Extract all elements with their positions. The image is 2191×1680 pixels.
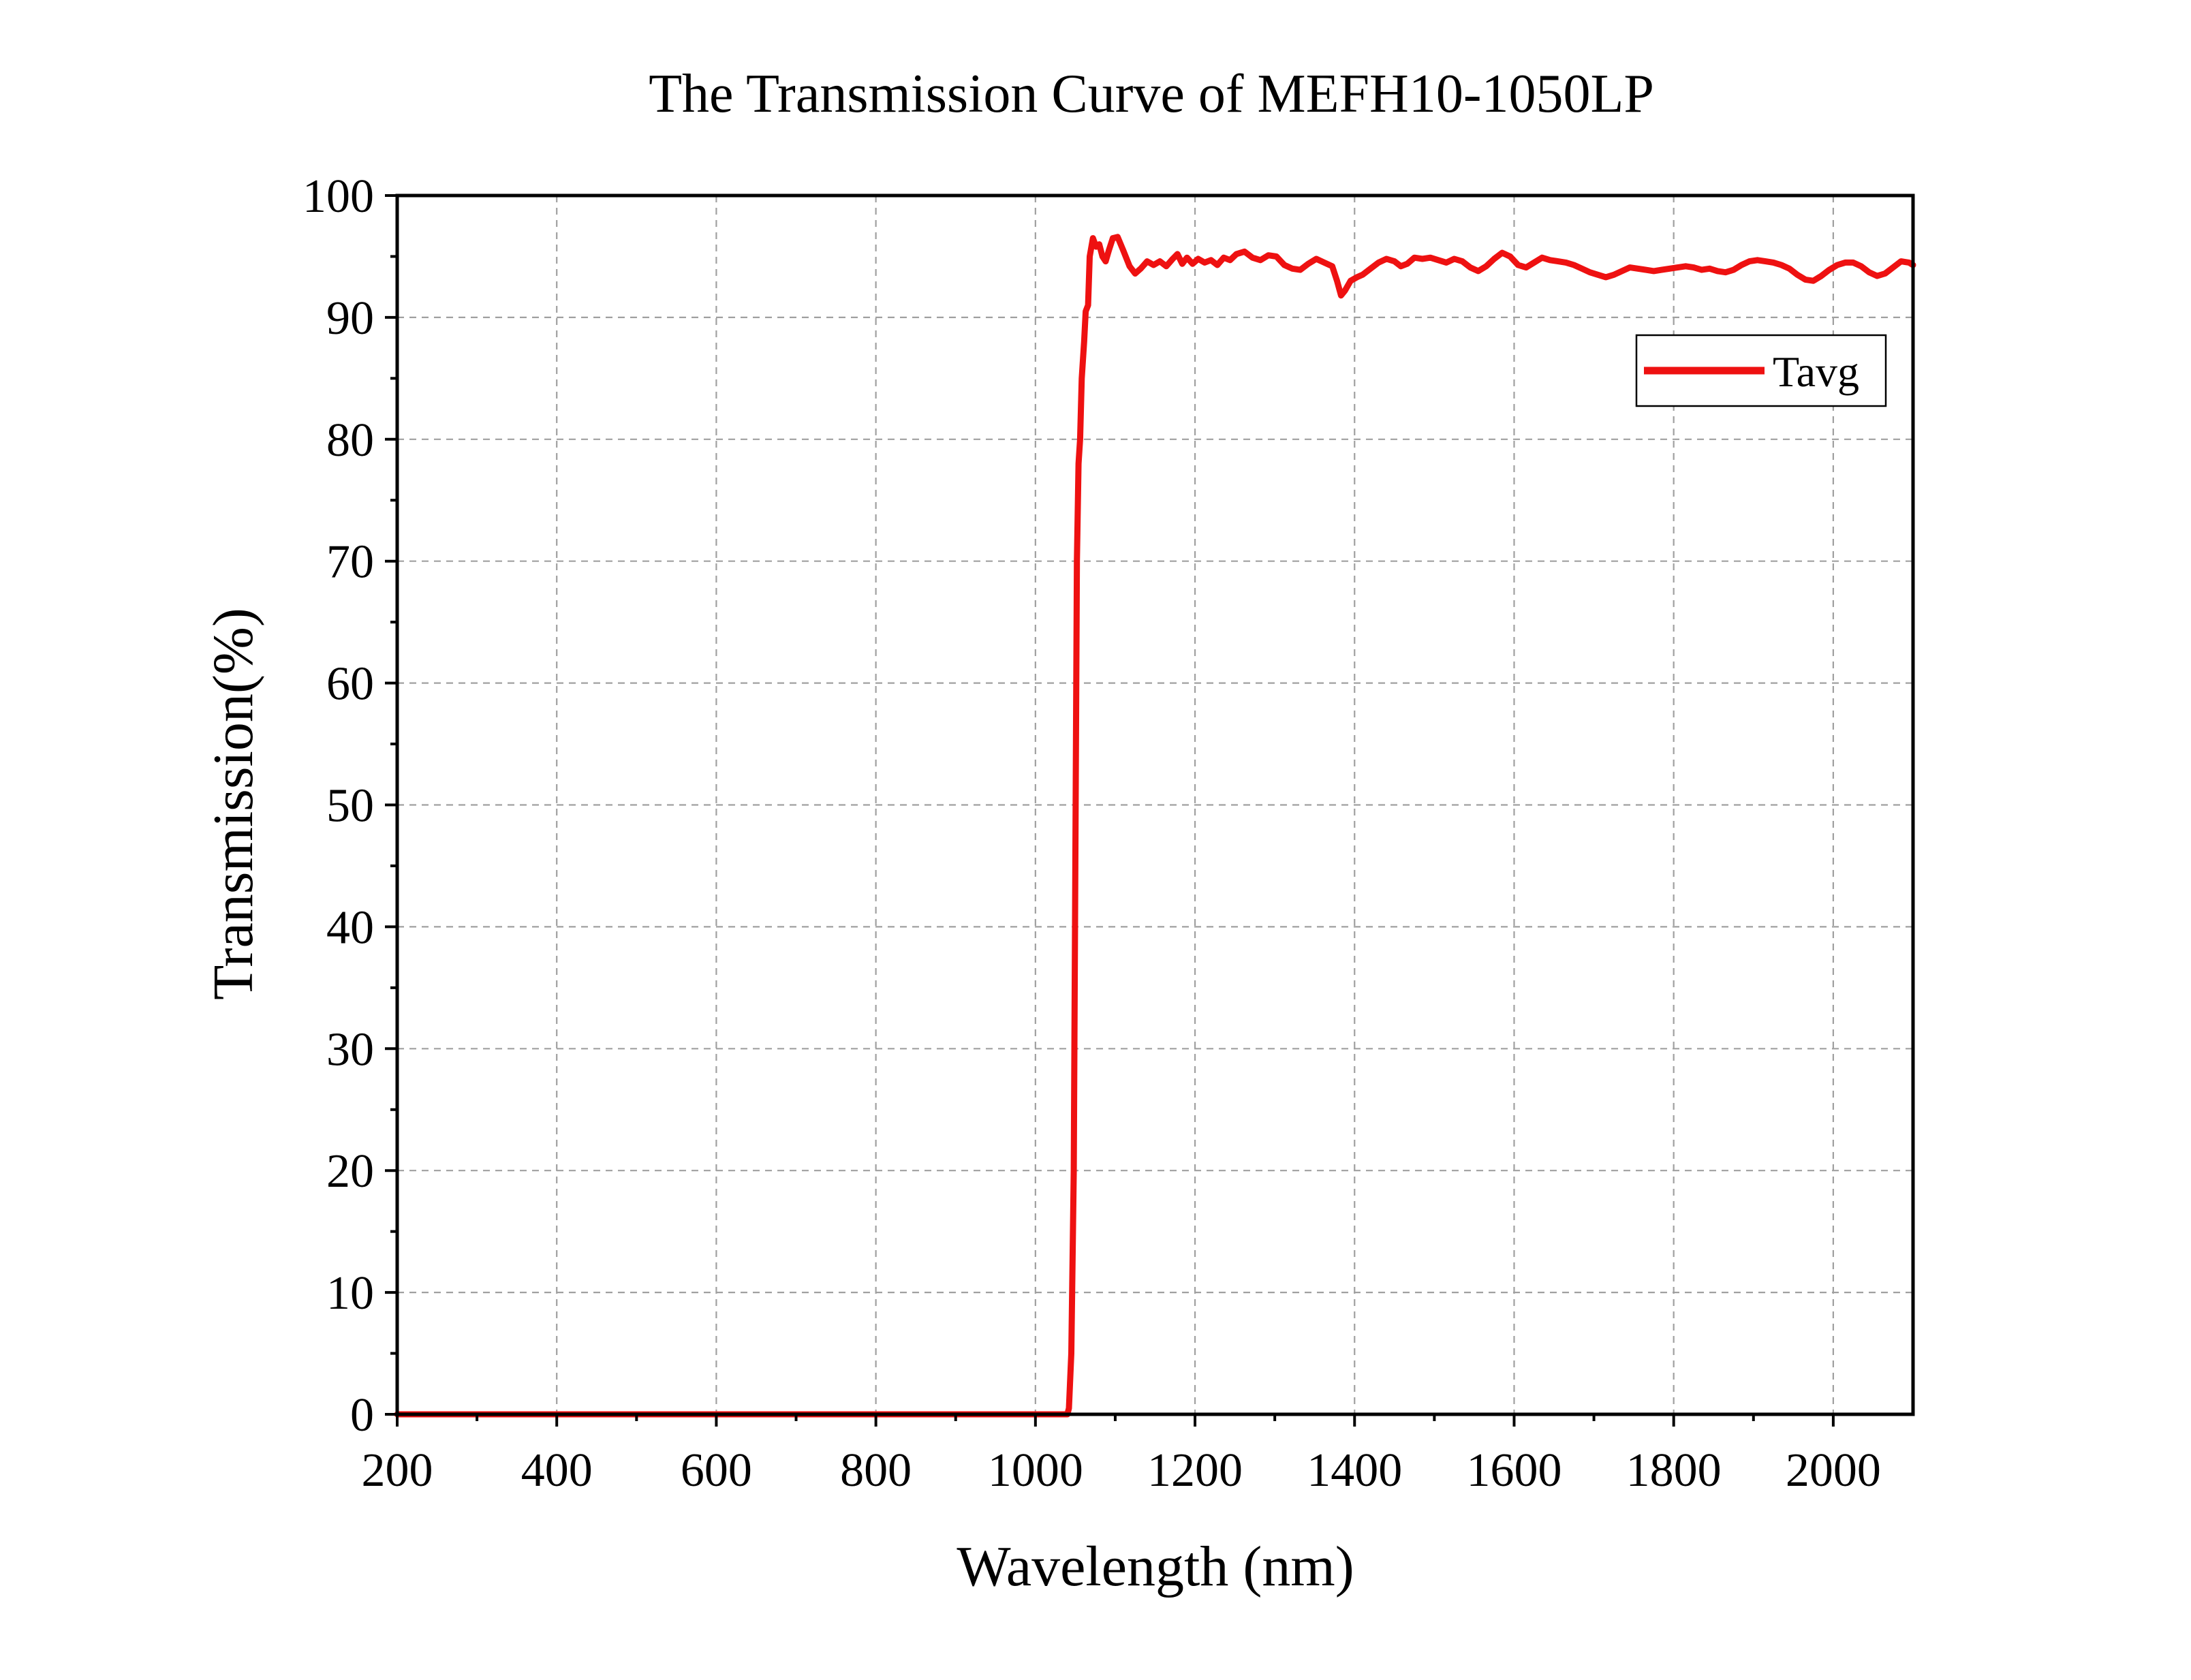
y-tick-label-30: 30	[326, 1023, 374, 1076]
x-tick-label-1200: 1200	[1147, 1444, 1243, 1497]
x-tick-label-1800: 1800	[1626, 1444, 1722, 1497]
y-tick-label-0: 0	[350, 1389, 374, 1442]
y-tick-label-40: 40	[326, 901, 374, 954]
x-axis-label: Wavelength (nm)	[957, 1535, 1354, 1598]
x-tick-label-600: 600	[681, 1444, 752, 1497]
y-axis-label: Transmission(%)	[202, 608, 265, 1000]
y-tick-label-70: 70	[326, 536, 374, 589]
x-tick-label-800: 800	[840, 1444, 912, 1497]
y-tick-label-10: 10	[326, 1267, 374, 1320]
legend: Tavg	[1635, 334, 1887, 407]
grid	[397, 196, 1913, 1414]
y-tick-label-80: 80	[326, 414, 374, 467]
x-tick-label-1000: 1000	[988, 1444, 1083, 1497]
x-tick-label-2000: 2000	[1786, 1444, 1881, 1497]
y-tick-label-50: 50	[326, 780, 374, 833]
series-layer	[394, 234, 1916, 1418]
series-line-tavg	[394, 234, 1916, 1418]
chart-title: The Transmission Curve of MEFH10-1050LP	[649, 64, 1654, 124]
ticks: 200 400 600 800 1000 1200 1400 1600 1800 2000 0 10 2…	[302, 170, 1881, 1497]
y-tick-label-60: 60	[326, 658, 374, 711]
y-tick-label-100: 100	[302, 170, 374, 223]
y-tick-label-20: 20	[326, 1145, 374, 1198]
x-tick-label-1400: 1400	[1307, 1444, 1402, 1497]
x-tick-label-1600: 1600	[1466, 1444, 1561, 1497]
y-tick-label-90: 90	[326, 292, 374, 345]
x-tick-label-400: 400	[521, 1444, 593, 1497]
x-tick-label-200: 200	[362, 1444, 433, 1497]
legend-label-tavg: Tavg	[1773, 347, 1859, 396]
